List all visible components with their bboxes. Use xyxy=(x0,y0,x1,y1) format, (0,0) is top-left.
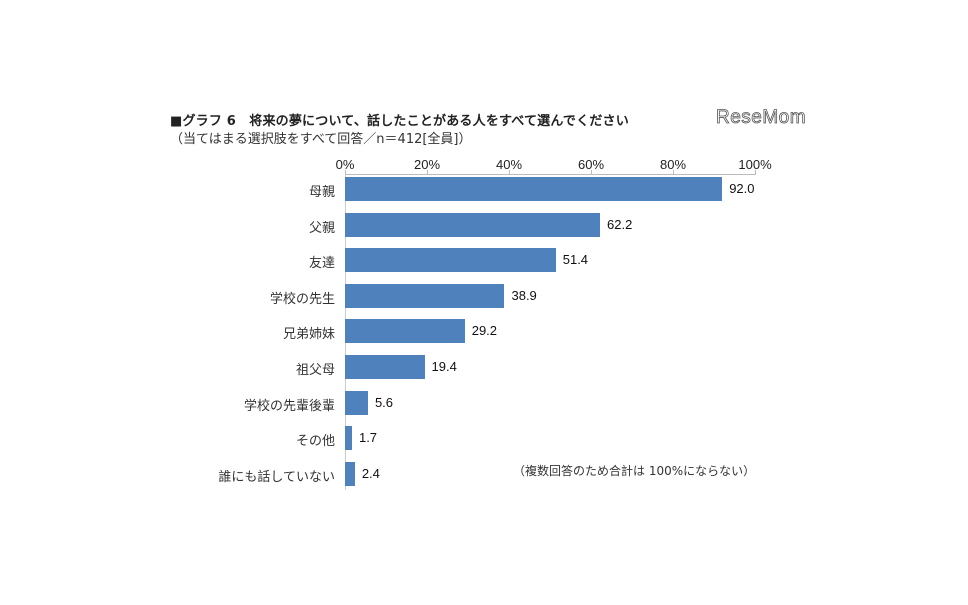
x-tick-label: 100% xyxy=(738,157,772,172)
category-label: 学校の先輩後輩 xyxy=(243,398,335,414)
x-tick-mark xyxy=(509,170,510,175)
category-label: 兄弟姉妹 xyxy=(282,327,335,343)
value-label: 92.0 xyxy=(729,181,755,196)
bar xyxy=(345,461,355,486)
value-label: 2.4 xyxy=(361,465,380,481)
x-tick-mark xyxy=(427,170,428,175)
category-label: 父親 xyxy=(308,220,335,236)
category-label: 学校の先生 xyxy=(269,291,335,307)
bar xyxy=(345,319,465,344)
value-label: 38.9 xyxy=(511,287,537,303)
x-tick-mark xyxy=(755,170,756,175)
bar xyxy=(345,212,601,237)
bar xyxy=(345,283,505,308)
x-tick-mark xyxy=(673,170,674,175)
x-tick-label: 60% xyxy=(577,157,605,172)
bar xyxy=(345,390,368,415)
x-tick-label: 40% xyxy=(495,157,523,172)
x-tick-label: 0% xyxy=(335,157,355,172)
chart-subtitle: （当てはまる選択肢をすべて回答／n＝412[全員]） xyxy=(170,132,472,147)
chart-note: （複数回答のため合計は 100%にならない） xyxy=(513,464,756,478)
bar xyxy=(345,248,556,273)
bar xyxy=(345,177,723,201)
value-label: 1.7 xyxy=(358,430,378,446)
bar xyxy=(345,355,425,379)
bar-chart-plot: 0% 20% 40% 60% 80% 100% 92.0 62.2 51.4 38.9 29.2 1… xyxy=(336,150,772,490)
category-label: 祖父母 xyxy=(295,363,335,378)
chart-title: ■グラフ 6 将来の夢について、話したことがある人をすべて選んでください xyxy=(170,114,629,129)
x-tick-mark xyxy=(345,170,346,175)
bar xyxy=(345,426,352,451)
value-label: 62.2 xyxy=(607,216,633,232)
x-tick-label: 20% xyxy=(413,157,441,172)
x-axis-line xyxy=(345,174,755,175)
value-label: 29.2 xyxy=(471,323,498,339)
x-tick-label: 80% xyxy=(659,157,687,172)
category-label: その他 xyxy=(295,434,335,450)
value-label: 51.4 xyxy=(562,252,589,268)
resemom-logo: ReseMom xyxy=(716,107,807,129)
value-label: 19.4 xyxy=(431,359,457,374)
x-tick-mark xyxy=(591,170,592,175)
category-label: 友達 xyxy=(308,256,335,272)
value-label: 5.6 xyxy=(374,394,394,410)
category-label: 誰にも話していない xyxy=(218,469,335,485)
category-label: 母親 xyxy=(308,185,335,200)
